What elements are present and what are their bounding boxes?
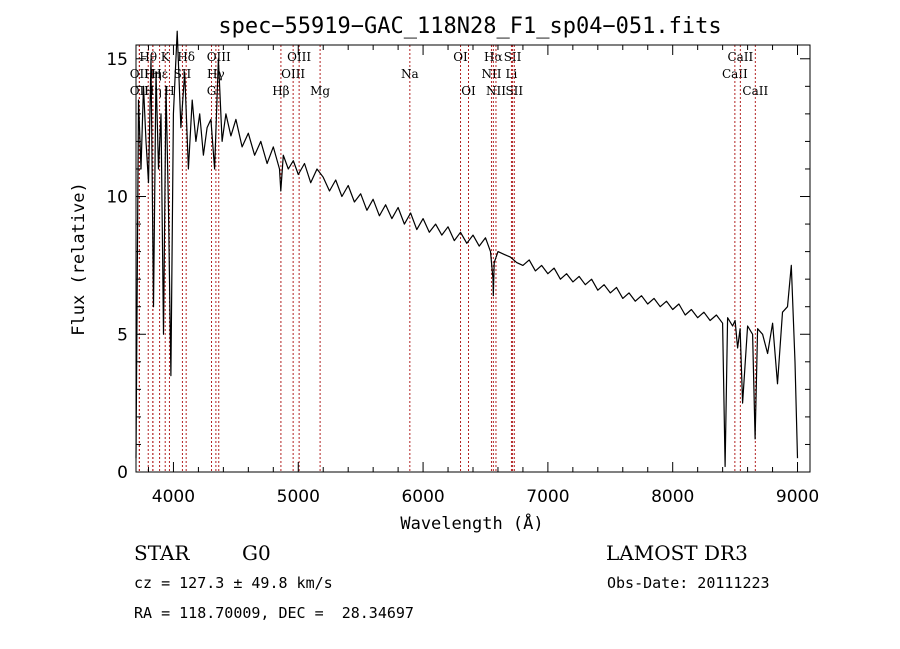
observation-date: Obs-Date: 20111223 [607, 574, 770, 592]
y-tick-label: 10 [106, 188, 128, 208]
spectral-line-label: NII [486, 84, 506, 98]
spectral-line-label: OIII [281, 67, 305, 81]
chart-title: spec−55919−GAC_118N28_F1_sp04−051.fits [218, 14, 721, 39]
spectral-line-label: OI [453, 50, 468, 64]
x-tick-label: 6000 [401, 487, 444, 507]
spectral-line-label: K [161, 50, 171, 64]
spectral-line-label: CaII [742, 84, 768, 98]
y-tick-label: 5 [117, 325, 128, 345]
spectral-line-label: Hβ [272, 84, 289, 98]
spectral-line-label: OIII [207, 50, 231, 64]
spectral-line-label: Li [506, 67, 518, 81]
x-axis-label: Wavelength (Å) [400, 512, 543, 534]
spectral-line-label: OI [461, 84, 476, 98]
redshift-velocity: cz = 127.3 ± 49.8 km/s [134, 574, 333, 592]
spectral-line-label: Hθ [139, 50, 157, 64]
spectral-line-label: Hα [484, 50, 503, 64]
spectral-line-label: Mg [310, 84, 330, 98]
x-tick-label: 4000 [152, 487, 195, 507]
spectral-line-label: H [164, 84, 174, 98]
coordinates: RA = 118.70009, DEC = 28.34697 [134, 604, 414, 622]
object-class: STAR [134, 541, 190, 565]
x-tick-label: 5000 [277, 487, 320, 507]
spectral-line-label: CaII [722, 67, 748, 81]
plot-frame [135, 44, 811, 473]
spectral-line-label: SII [505, 84, 523, 98]
y-axis-label: Flux (relative) [69, 182, 89, 336]
spectral-line-label: Hγ [207, 67, 225, 81]
spectral-line-label: Hδ [177, 50, 195, 64]
spectral-line-label: Na [401, 67, 419, 81]
spectral-line-label: OIII [287, 50, 311, 64]
x-tick-label: 9000 [776, 487, 819, 507]
object-subclass: G0 [242, 541, 271, 565]
spectral-line-label: NII [481, 67, 501, 81]
x-tick-label: 7000 [526, 487, 569, 507]
spectral-line-label: CaII [727, 50, 753, 64]
x-tick-label: 8000 [651, 487, 694, 507]
flux-series-line [135, 30, 799, 468]
plot-area: HθOIIOIIHηHηHεKHSIIHδGHγOIIIHβOIIIOIIIMg… [106, 30, 819, 507]
spectral-line-label: Hη [144, 84, 162, 98]
y-tick-label: 0 [117, 463, 128, 483]
spectral-line-label: SII [174, 67, 192, 81]
survey-release: LAMOST DR3 [606, 541, 748, 565]
spectral-line-label: G [207, 84, 217, 98]
spectral-line-label: SII [504, 50, 522, 64]
y-tick-label: 15 [106, 50, 128, 70]
